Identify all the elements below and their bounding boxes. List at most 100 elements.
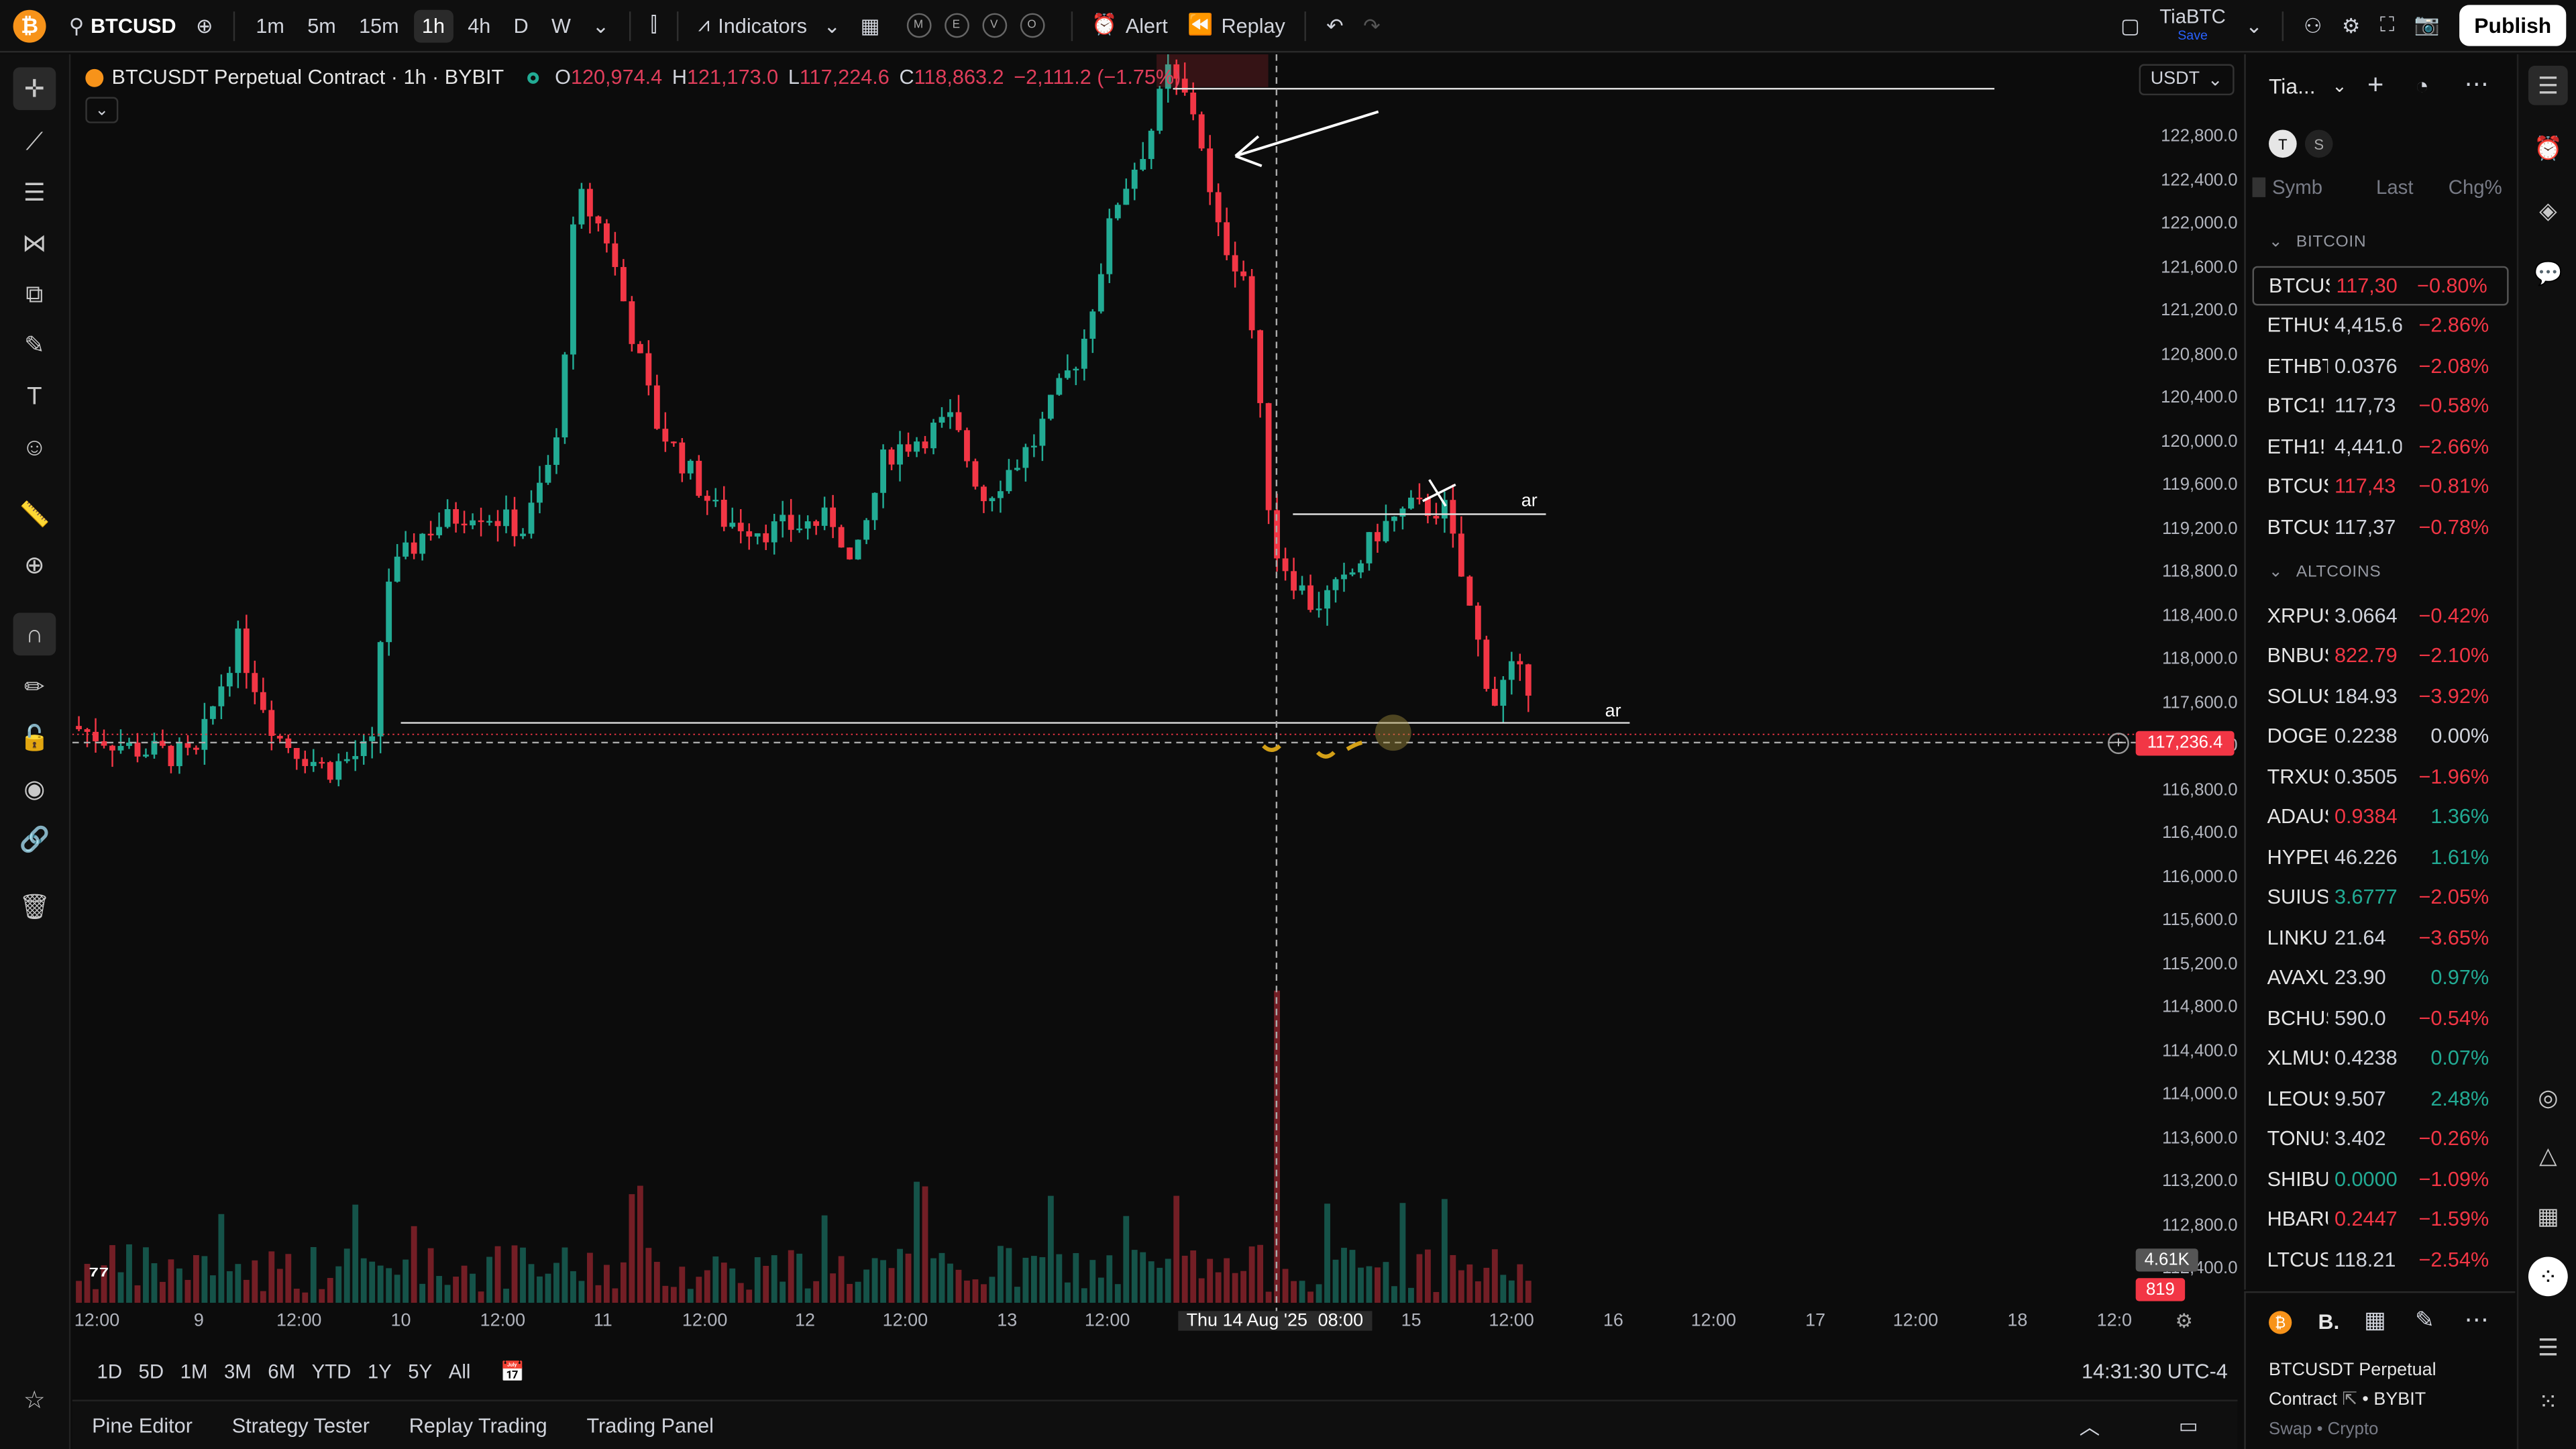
template-e[interactable]: E <box>944 13 969 38</box>
range-all[interactable]: All <box>448 1360 471 1384</box>
publish-button[interactable]: Publish <box>2459 5 2567 46</box>
tab-strategy-tester[interactable]: Strategy Tester <box>231 1413 370 1437</box>
tab-replay-trading[interactable]: Replay Trading <box>409 1413 547 1437</box>
text-tool[interactable]: T <box>13 374 56 417</box>
timeframe-dropdown[interactable]: ⌄ <box>582 0 619 52</box>
range-5y[interactable]: 5Y <box>408 1360 433 1384</box>
clock[interactable]: 14:31:30 UTC-4 <box>2082 1360 2228 1384</box>
watchlist-row[interactable]: HYPEUSD46.226 1.61% <box>2253 837 2509 877</box>
hide-tool[interactable]: ◉ <box>13 767 56 810</box>
timeframe-5m[interactable]: 5m <box>307 13 336 38</box>
currency-select[interactable]: USDT ⌄ <box>2139 64 2235 96</box>
watchlist-row[interactable]: ETHBTC0.0376 −2.08% <box>2253 346 2509 386</box>
range-3m[interactable]: 3M <box>223 1360 252 1384</box>
settings-button[interactable]: ⚙ <box>2332 0 2370 52</box>
watchlist-row[interactable]: BTC1! 117,73 −0.58% <box>2253 386 2509 426</box>
chart-type-button[interactable]: ⫿ <box>641 0 667 52</box>
col-chg[interactable]: Chg% <box>2448 176 2502 199</box>
watchlist-row[interactable]: LTCUSD 118.21 −2.54% <box>2253 1240 2509 1279</box>
fib-tool[interactable]: ☰ <box>13 171 56 214</box>
watchlist-row[interactable]: HBARUSD 0.2447 −1.59% <box>2253 1199 2509 1239</box>
user-layout-menu[interactable]: TiaBTC Save <box>2150 0 2236 52</box>
indicators-button[interactable]: ⩘ Indicators ⌄ <box>688 0 851 52</box>
zoom-tool[interactable]: ⊕ <box>13 544 56 587</box>
details-layout-button[interactable]: ▦ <box>2364 1306 2385 1334</box>
template-m[interactable]: M <box>906 13 931 38</box>
watchlist-row[interactable]: TRXUSD 0.3505 −1.96% <box>2253 757 2509 796</box>
watchlist-row[interactable]: BTCUSD117,43 −0.81% <box>2253 467 2509 506</box>
range-6m[interactable]: 6M <box>268 1360 296 1384</box>
col-symbol[interactable]: Symb <box>2271 176 2323 199</box>
arrow-drawing[interactable] <box>1234 110 1379 168</box>
annotation-ar-1[interactable]: ar <box>1521 490 1538 510</box>
user-chevron[interactable]: ⌄ <box>2236 0 2273 52</box>
watchlist-row[interactable]: AVAXUSD 23.90 0.97% <box>2253 958 2509 998</box>
chart-pane[interactable]: ar ar ⁷⁷ <box>72 54 2238 1352</box>
watchlist-more-button[interactable]: ⋯ <box>2464 69 2489 99</box>
legend-collapse-button[interactable]: ⌄ <box>85 97 119 123</box>
range-1d[interactable]: 1D <box>97 1360 123 1384</box>
redo-button[interactable]: ↷ <box>1353 0 1390 52</box>
tradingview-logo-icon[interactable]: ⁷⁷ <box>89 1261 109 1289</box>
details-edit-button[interactable]: ✎ <box>2415 1306 2434 1334</box>
watchlist-row[interactable]: BCHUSD590.0 −0.54% <box>2253 998 2509 1038</box>
details-exchange[interactable]: BYBIT <box>2373 1389 2426 1410</box>
range-1y[interactable]: 1Y <box>367 1360 392 1384</box>
watchlist-row[interactable]: ADAUSD 0.9384 1.36% <box>2253 797 2509 837</box>
watchlist-row[interactable]: SUIUSD3.6777 −2.05% <box>2253 877 2509 917</box>
watchlist-row[interactable]: ETHUSDT4,415.6 −2.86% <box>2253 306 2509 345</box>
add-symbol-button[interactable]: + <box>2367 69 2383 102</box>
fullscreen-button[interactable]: ⛶ <box>2370 0 2404 52</box>
template-v[interactable]: V <box>981 13 1007 38</box>
watchlist-row[interactable]: BTCUSD117,37 −0.78% <box>2253 507 2509 547</box>
chat-toggle[interactable]: 💬 <box>2528 253 2568 292</box>
measure-tool[interactable]: 📏 <box>13 493 56 536</box>
crosshair-tool[interactable]: ✛ <box>13 67 56 111</box>
collapse-panel-button[interactable]: ︿ <box>2059 1409 2119 1441</box>
price-scale[interactable]: 122,800.0 122,400.0 122,000.0 121,600.0 121,… <box>2136 54 2237 1352</box>
watchlist-row[interactable]: SOLUSD184.93 −3.92% <box>2253 676 2509 716</box>
select-all-checkbox[interactable] <box>2252 177 2266 197</box>
icon-tool[interactable]: ☺ <box>13 425 56 468</box>
favorites-tool[interactable]: ☆ <box>13 1379 56 1421</box>
remove-tool[interactable]: 🗑 <box>13 885 56 928</box>
watchlist-row[interactable]: SHIBUSD0.0000 −1.09% <box>2253 1159 2509 1199</box>
maximize-panel-button[interactable]: ▭ <box>2159 1413 2218 1438</box>
time-settings-button[interactable]: ⚙ <box>2175 1309 2192 1332</box>
apps-toggle[interactable]: ⁘ <box>2528 1256 2568 1297</box>
symbol-search[interactable]: ⚲ BTCUSD <box>59 0 186 52</box>
screener-toggle[interactable]: ◎ <box>2528 1078 2568 1118</box>
add-alert-button[interactable]: + <box>2108 733 2129 755</box>
alerts-toggle[interactable]: ⏰ <box>2528 128 2568 168</box>
compare-button[interactable]: ⊕ <box>186 0 223 52</box>
tag-s[interactable]: S <box>2304 129 2333 158</box>
tab-trading-panel[interactable]: Trading Panel <box>586 1413 714 1437</box>
date-range-button[interactable]: 📅 <box>492 1360 533 1383</box>
prediction-tool[interactable]: ⧉ <box>13 273 56 316</box>
col-last[interactable]: Last <box>2375 176 2414 199</box>
watchlist-row[interactable]: BTCUSDT117,30 −0.80% <box>2252 265 2509 305</box>
calendar-toggle[interactable]: ▦ <box>2528 1196 2568 1236</box>
tag-t[interactable]: T <box>2269 129 2297 158</box>
timeframe-4h[interactable]: 4h <box>468 13 491 38</box>
timeframe-15m[interactable]: 15m <box>359 13 399 38</box>
magnet-tool[interactable]: ∩ <box>13 612 56 656</box>
chart-canvas[interactable]: ar ar ⁷⁷ <box>72 54 2238 1352</box>
watchlist-row[interactable]: LINKUSD 21.64 −3.65% <box>2253 918 2509 957</box>
timeframe-W[interactable]: W <box>551 13 571 38</box>
broadcast-toggle[interactable]: ☰ <box>2528 1328 2568 1367</box>
replay-button[interactable]: ⏪ Replay <box>1177 0 1295 52</box>
watchlist-section[interactable]: ⌄ ALTCOINS <box>2269 564 2381 582</box>
legend-title[interactable]: BTCUSDT Perpetual Contract · 1h · BYBIT <box>111 65 504 89</box>
sync-tool[interactable]: 🔗 <box>13 818 56 861</box>
snapshot-button[interactable]: 📷 <box>2404 0 2450 52</box>
watchlist-row[interactable]: TONUSD 3.402 −0.26% <box>2253 1119 2509 1159</box>
alert-button[interactable]: ⏰ Alert <box>1082 0 1178 52</box>
x-mark-drawing[interactable] <box>1422 479 1456 507</box>
timeframe-D[interactable]: D <box>513 13 529 38</box>
layers-toggle[interactable]: ◈ <box>2528 191 2568 230</box>
watchlist-row[interactable]: XRPUSD 3.0664 −0.42% <box>2253 596 2509 635</box>
external-link-icon[interactable]: ⇱ <box>2342 1389 2357 1410</box>
help-toggle[interactable]: ⁙ <box>2528 1382 2568 1421</box>
stay-drawing-tool[interactable]: ✏ <box>13 665 56 708</box>
